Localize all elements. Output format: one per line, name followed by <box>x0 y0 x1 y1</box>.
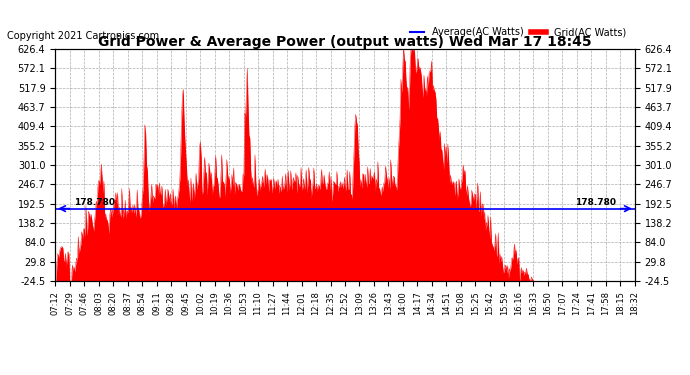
Legend: Average(AC Watts), Grid(AC Watts): Average(AC Watts), Grid(AC Watts) <box>406 23 630 41</box>
Text: 178.780: 178.780 <box>575 198 616 207</box>
Title: Grid Power & Average Power (output watts) Wed Mar 17 18:45: Grid Power & Average Power (output watts… <box>98 35 592 49</box>
Text: Copyright 2021 Cartronics.com: Copyright 2021 Cartronics.com <box>7 32 159 41</box>
Text: 178.780: 178.780 <box>74 198 115 207</box>
